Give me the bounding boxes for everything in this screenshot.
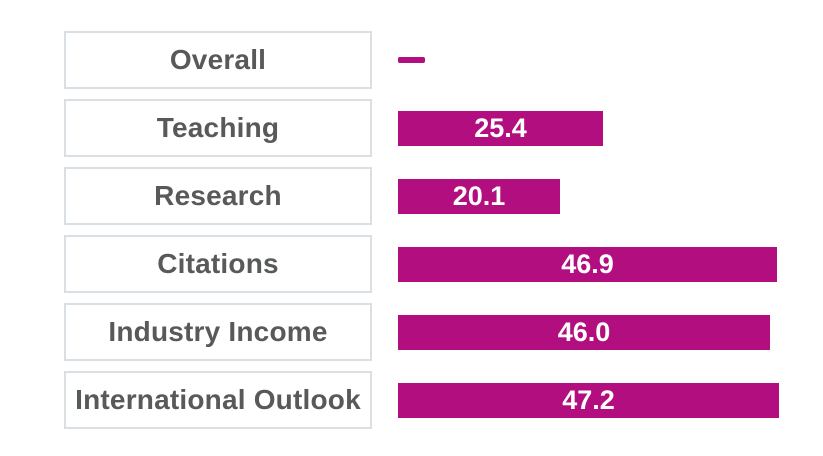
chart-row: Overall (64, 31, 823, 89)
chart-row: Research 20.1 (64, 167, 823, 225)
category-label: International Outlook (75, 384, 361, 415)
chart-row: Citations 46.9 (64, 235, 823, 293)
category-label-box: International Outlook (64, 371, 372, 429)
bar-track: 46.9 (398, 235, 823, 293)
score-value: 46.9 (561, 248, 614, 279)
bar-track: 25.4 (398, 99, 823, 157)
score-bar: 46.0 (398, 314, 770, 350)
score-value: 46.0 (557, 316, 611, 347)
category-label: Industry Income (108, 316, 328, 347)
category-label: Citations (157, 248, 279, 279)
score-value: 20.1 (452, 180, 506, 211)
chart-row: Teaching 25.4 (64, 99, 823, 157)
category-label-box: Industry Income (64, 303, 372, 361)
score-value: 25.4 (474, 112, 527, 143)
bar-track (398, 31, 823, 89)
category-label: Overall (169, 44, 267, 75)
score-value: 47.2 (562, 384, 615, 415)
score-bar: 25.4 (398, 110, 603, 146)
score-bar: 46.9 (398, 246, 777, 282)
category-label: Teaching (156, 112, 280, 143)
chart-row: Industry Income 46.0 (64, 303, 823, 361)
category-label-box: Teaching (64, 99, 372, 157)
bar-track: 46.0 (398, 303, 823, 361)
bar-track: 47.2 (398, 371, 823, 429)
score-bar: 47.2 (398, 382, 779, 418)
category-label-box: Research (64, 167, 372, 225)
category-label-box: Citations (64, 235, 372, 293)
score-bar: 20.1 (398, 178, 560, 214)
category-label-box: Overall (64, 31, 372, 89)
bar-track: 20.1 (398, 167, 823, 225)
no-score-dash (398, 57, 425, 63)
category-label: Research (154, 180, 282, 211)
chart-row: International Outlook 47.2 (64, 371, 823, 429)
